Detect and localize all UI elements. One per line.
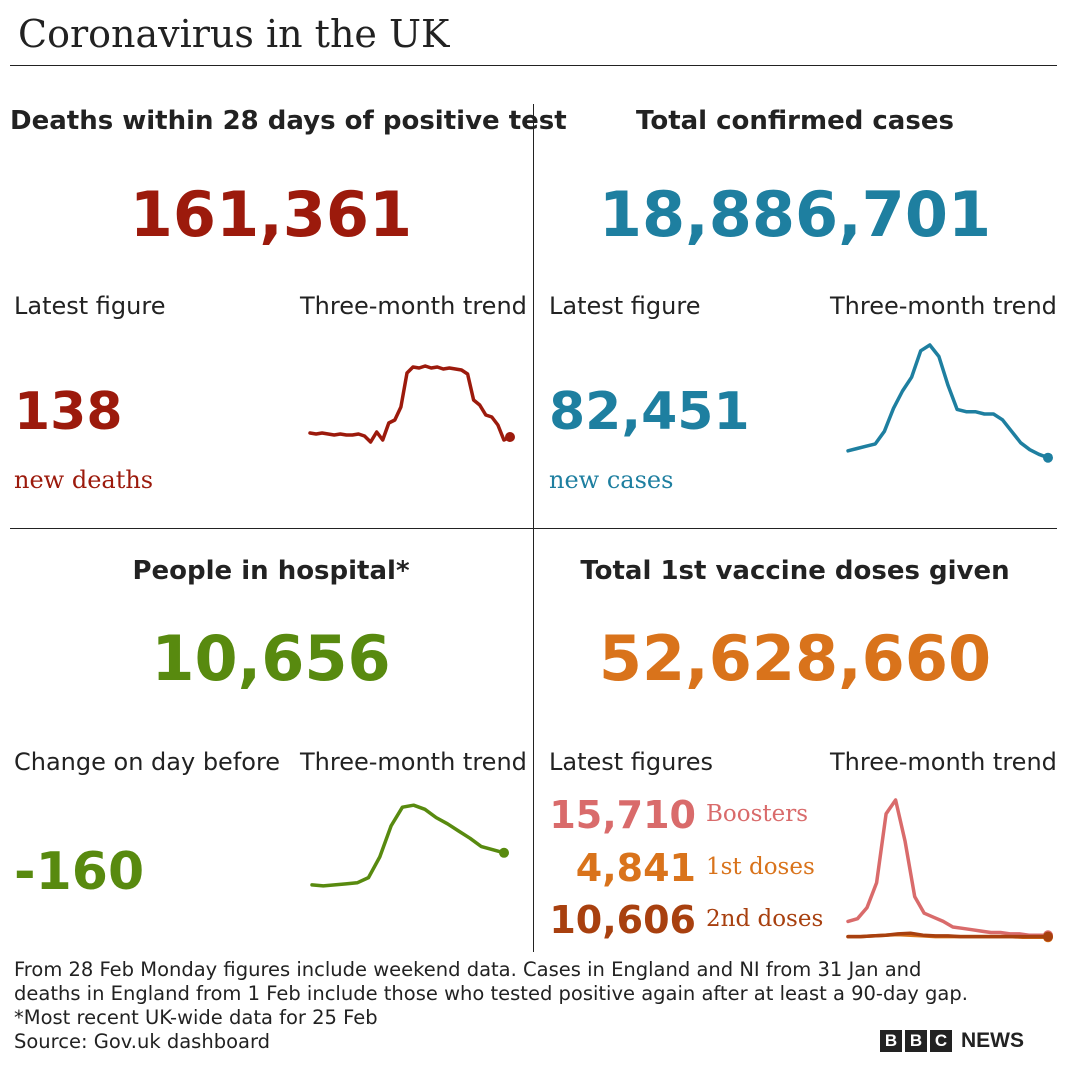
footer-line-2: deaths in England from 1 Feb include tho… — [14, 982, 968, 1005]
footer-line-3: *Most recent UK-wide data for 25 Feb — [14, 1006, 378, 1029]
footer-notes: From 28 Feb Monday figures include weeke… — [14, 958, 968, 1054]
hospital-trend-label: Three-month trend — [300, 748, 527, 776]
deaths-latest-value: 138 — [14, 382, 123, 442]
bbc-news-logo: B B C NEWS — [880, 1029, 1024, 1052]
cases-trend-chart — [846, 343, 1053, 463]
second-doses-label: 2nd doses — [706, 906, 824, 932]
horizontal-divider — [10, 528, 1057, 529]
title-rule — [10, 65, 1057, 66]
bbc-logo-letter-3: C — [930, 1030, 952, 1052]
cases-trend-line — [846, 343, 1050, 460]
deaths-trend-chart — [308, 364, 515, 444]
hospital-latest-value: -160 — [14, 842, 145, 902]
cases-trend-latest-point — [1043, 452, 1053, 463]
cases-heading: Total confirmed cases — [636, 106, 954, 136]
cases-latest-value: 82,451 — [549, 382, 750, 442]
second-doses-value: 10,606 — [549, 898, 696, 942]
vaccine-total: 52,628,660 — [598, 622, 992, 695]
first-doses-value: 4,841 — [575, 846, 696, 890]
hospital-total: 10,656 — [151, 622, 391, 695]
vaccine-heading: Total 1st vaccine doses given — [580, 556, 1010, 586]
vaccine-trend-label: Three-month trend — [830, 748, 1057, 776]
cases-total: 18,886,701 — [598, 178, 992, 251]
first-doses-label: 1st doses — [706, 854, 815, 880]
vaccine-trend-chart — [846, 798, 1053, 943]
second-doses-trend-latest-point — [1043, 931, 1053, 942]
hospital-trend-line — [310, 803, 506, 888]
bbc-logo-news: NEWS — [961, 1029, 1024, 1052]
page-title: Coronavirus in the UK — [18, 12, 450, 56]
hospital-heading: People in hospital* — [132, 556, 410, 586]
hospital-trend-latest-point — [499, 847, 509, 858]
cases-latest-sub: new cases — [549, 466, 674, 494]
footer-line-4: Source: Gov.uk dashboard — [14, 1030, 271, 1053]
boosters-value: 15,710 — [549, 793, 696, 837]
bbc-logo-letter-1: B — [880, 1030, 902, 1052]
deaths-total: 161,361 — [129, 178, 413, 251]
bbc-logo-letter-2: B — [905, 1030, 927, 1052]
boosters-label: Boosters — [706, 801, 809, 827]
cases-trend-label: Three-month trend — [830, 292, 1057, 320]
deaths-heading: Deaths within 28 days of positive test — [10, 106, 567, 136]
deaths-trend-line — [308, 364, 512, 444]
deaths-latest-label: Latest figure — [14, 292, 166, 320]
deaths-latest-sub: new deaths — [14, 466, 154, 494]
deaths-trend-latest-point — [505, 432, 515, 442]
vaccine-latest-label: Latest figures — [549, 748, 713, 776]
footer-line-1: From 28 Feb Monday figures include weeke… — [14, 958, 922, 981]
cases-latest-label: Latest figure — [549, 292, 701, 320]
boosters-trend-line — [846, 798, 1050, 937]
hospital-latest-label: Change on day before — [14, 748, 281, 776]
second-doses-trend-line — [846, 931, 1050, 939]
deaths-trend-label: Three-month trend — [300, 292, 527, 320]
hospital-trend-chart — [310, 803, 509, 888]
